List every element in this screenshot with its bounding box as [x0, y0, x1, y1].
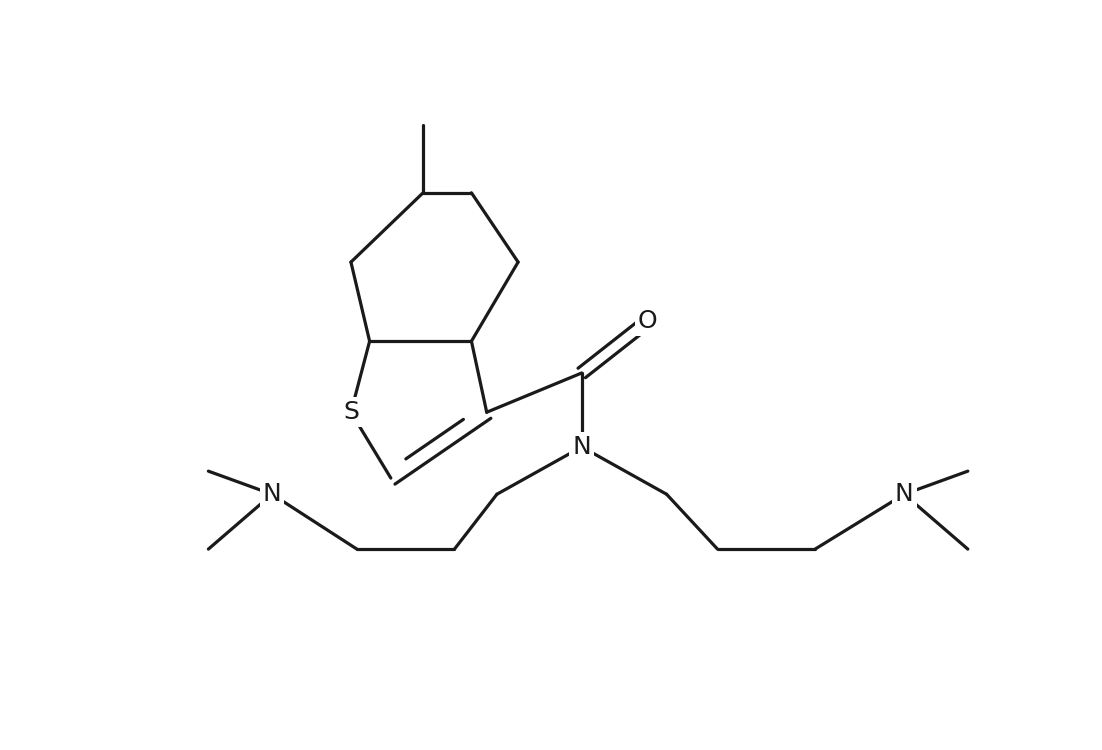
- Text: N: N: [262, 482, 281, 506]
- Text: N: N: [895, 482, 914, 506]
- Text: S: S: [343, 400, 359, 424]
- Text: O: O: [638, 309, 658, 333]
- Text: N: N: [572, 435, 591, 459]
